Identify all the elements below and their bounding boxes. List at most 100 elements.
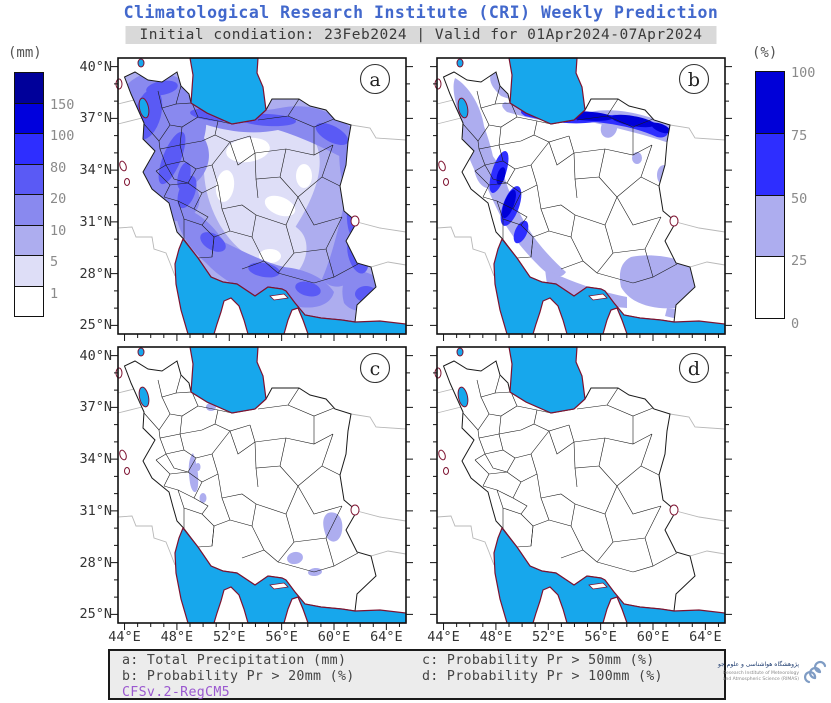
lon-tick-label: 48°E — [160, 629, 194, 645]
province-borders — [462, 85, 678, 284]
map-svg-b: b — [430, 57, 732, 341]
colorbar-mm-tick: 150 — [50, 96, 75, 113]
colorbar-mm-tick: 10 — [50, 222, 67, 239]
panel-letter: d — [688, 358, 700, 380]
colorbar-mm-segment — [14, 72, 44, 104]
panel-letter: b — [688, 69, 700, 91]
map-svg-d: d — [430, 346, 732, 630]
legend-item-d: d: Probability Pr > 100mm (%) — [422, 669, 663, 684]
legend-item-b: b: Probability Pr > 20mm (%) — [122, 669, 355, 684]
hamun-lake — [350, 504, 360, 516]
lat-tick-label: 28°N — [79, 554, 112, 571]
colorbar-pct-segment — [755, 132, 785, 196]
lon-tick-label: 44°E — [427, 629, 460, 645]
institute-logo: پژوهشگاه هواشناسی و علوم جو Research Ins… — [718, 655, 829, 699]
panel-frame — [436, 57, 726, 335]
logo-swirl-icon — [804, 660, 827, 684]
panel-label-circle — [359, 63, 391, 95]
iraq-lake — [119, 449, 127, 461]
colorbar-mm-segment — [14, 285, 44, 317]
colorbar-mm-segment — [14, 194, 44, 226]
colorbar-pct-tick: 100 — [791, 65, 816, 81]
lon-tick-label: 64°E — [689, 629, 722, 645]
lon-tick-label: 48°E — [479, 629, 513, 645]
hamun-lake — [669, 215, 679, 227]
lon-tick-label: 56°E — [265, 629, 298, 645]
colorbar-pct-tick: 0 — [791, 316, 800, 332]
legend-item-a: a: Total Precipitation (mm) — [122, 653, 347, 668]
panel-frame — [436, 346, 726, 624]
lon-tick-label: 52°E — [532, 629, 565, 645]
lake-urmia — [457, 97, 469, 119]
lat-tick-label: 40°N — [79, 347, 112, 364]
caspian-sea — [189, 346, 267, 414]
lake-sevan — [456, 58, 464, 68]
map-panel-b: b — [430, 57, 732, 341]
legend-item-c: c: Probability Pr > 50mm (%) — [422, 653, 655, 668]
colorbar-mm-tick: 100 — [50, 128, 75, 144]
colorbar-pct-segment — [755, 71, 785, 134]
map-panel-c: c — [111, 346, 413, 630]
lat-tick-label: 31°N — [79, 502, 112, 519]
lat-tick-label: 31°N — [79, 213, 112, 230]
lat-tick-label: 34°N — [79, 162, 112, 179]
colorbar-mm-tick: 80 — [50, 159, 67, 176]
legend-model-label: CFSv.2-RegCM5 — [122, 685, 230, 700]
colorbar-mm-segment — [14, 163, 44, 195]
caspian-sea — [508, 346, 586, 414]
lat-tick-label: 40°N — [79, 58, 112, 75]
colorbar-mm-segment — [14, 255, 44, 287]
lake-sevan — [137, 347, 145, 357]
caspian-sea — [189, 57, 267, 125]
colorbar-pct-segment — [755, 256, 785, 319]
colorbar-pct-tick: 50 — [791, 190, 808, 207]
colorbar-mm-segment — [14, 133, 44, 165]
lat-tick-label: 25°N — [79, 317, 112, 334]
iraq-lake — [124, 467, 130, 475]
lon-tick-label: 44°E — [108, 629, 141, 645]
figure-subtitle: Initial condiation: 23Feb2024 | Valid fo… — [125, 26, 717, 44]
colorbar-mm-segment — [14, 102, 44, 134]
hamun-lake — [350, 215, 360, 227]
precip-shading — [443, 361, 695, 611]
colorbar-pct-segment — [755, 194, 785, 258]
colorbar-mm-unit: (mm) — [8, 45, 42, 61]
province-borders — [143, 374, 359, 573]
lake-urmia — [138, 97, 150, 119]
precip-shading — [124, 361, 376, 611]
map-svg-a: a — [111, 57, 413, 341]
qeshm-island — [269, 293, 289, 301]
hamun-lake — [669, 504, 679, 516]
iraq-lake — [443, 467, 449, 475]
lat-tick-label: 34°N — [79, 451, 112, 468]
logo-text-farsi: پژوهشگاه هواشناسی و علوم جو — [717, 661, 799, 668]
panel-frame — [117, 346, 407, 624]
lon-tick-label: 60°E — [317, 629, 351, 645]
colorbar-pct — [755, 71, 785, 319]
lat-tick-label: 37°N — [79, 110, 112, 127]
iraq-lake — [124, 178, 130, 186]
lat-tick-label: 37°N — [79, 399, 112, 416]
panel-letter: c — [370, 358, 381, 380]
colorbar-pct-tick: 75 — [791, 127, 808, 144]
map-panel-d: d — [430, 346, 732, 630]
legend-box: a: Total Precipitation (mm) b: Probabili… — [108, 649, 726, 700]
colorbar-pct-unit: (%) — [752, 45, 778, 61]
iraq-lake — [443, 178, 449, 186]
colorbar-mm-tick: 1 — [50, 285, 59, 302]
colorbar-mm — [14, 72, 44, 317]
panel-label-circle — [359, 352, 391, 384]
qeshm-island — [588, 293, 608, 301]
caspian-sea — [508, 57, 586, 125]
lon-tick-label: 64°E — [370, 629, 403, 645]
panel-frame — [117, 57, 407, 335]
map-svg-c: c — [111, 346, 413, 630]
colorbar-mm-tick: 5 — [50, 254, 59, 270]
colorbar-mm-tick: 20 — [50, 191, 67, 207]
figure-title: Climatological Research Institute (CRI) … — [123, 3, 719, 22]
map-panel-a: a — [111, 57, 413, 341]
logo-text-english: Research Institute of Meteorology and Atm… — [722, 671, 799, 682]
lake-sevan — [456, 347, 464, 357]
colorbar-mm-segment — [14, 224, 44, 256]
